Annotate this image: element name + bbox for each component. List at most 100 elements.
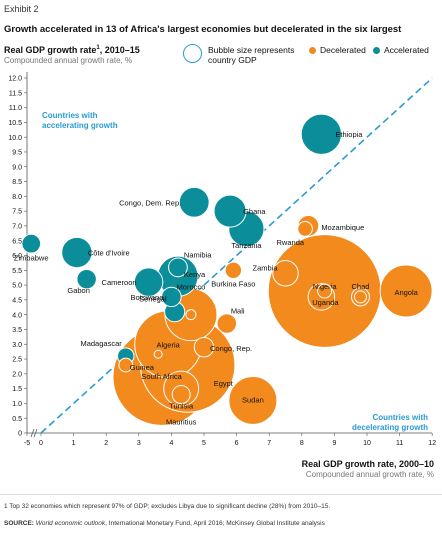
annotation-accelerating: Countries with (42, 111, 98, 120)
y-tick-label: 10.5 (8, 120, 22, 127)
bubble-label: Uganda (312, 298, 339, 307)
bubble-point (224, 261, 243, 280)
x-tick-label: 10 (363, 440, 371, 447)
x-tick-label: 5 (202, 440, 206, 447)
y-tick-label: 8.0 (12, 194, 22, 201)
divider (0, 494, 442, 495)
axis-break-mark (33, 428, 38, 438)
bubble-label: Guinea (130, 363, 155, 372)
legend-accelerated-label: Accelerated (384, 45, 429, 55)
bubble-label: Tunisia (169, 402, 194, 411)
bubble-point (21, 233, 42, 254)
x-tick-label: 3 (137, 440, 141, 447)
bubble-point (379, 264, 433, 318)
x-tick-label: 6 (235, 440, 239, 447)
x-tick-label: 12 (428, 440, 436, 447)
legend-decelerated-dot (309, 47, 316, 54)
y-axis-title: Real GDP growth rate1, 2010–15 (4, 45, 140, 55)
bubble-label: Angola (394, 288, 418, 297)
bubble-label: Cameroon (102, 278, 137, 287)
bubble-outline-marker (185, 309, 197, 321)
y-tick-label: 10.0 (8, 135, 22, 142)
bubble-label: Congo, Rep. (210, 344, 252, 353)
axis-break-mark (30, 428, 35, 438)
bubble-label: Morocco (177, 283, 206, 292)
bubble-point (168, 257, 188, 278)
bubble-label: Gabon (67, 286, 90, 295)
bubble-label: Botswana (130, 293, 164, 302)
annotation-decelerating: Countries with (372, 413, 428, 422)
bubble-point (297, 221, 313, 237)
x-tick-label: 1 (72, 440, 76, 447)
y-tick-label: 7.5 (12, 209, 22, 216)
bubble-point (76, 268, 97, 290)
legend-decelerated-label: Decelerated (320, 45, 366, 55)
bubble-point (300, 113, 342, 155)
y-tick-label: 12.0 (8, 76, 22, 83)
bubble-label: Burkina Faso (211, 279, 255, 288)
bubble-point (178, 186, 210, 218)
y-tick-label: 3.0 (12, 342, 22, 349)
legend-bubble-size-icon (183, 44, 202, 63)
legend-accelerated-dot (373, 47, 380, 54)
y-axis-title-suffix: , 2010–15 (99, 45, 140, 55)
bubble-outline-marker (353, 290, 367, 304)
footnote: 1 Top 32 economies which represent 97% o… (4, 503, 331, 510)
source-rest: , International Monetary Fund, April 201… (105, 520, 325, 527)
bubble-label: Namibia (184, 250, 212, 259)
y-axis-footnote-marker: 1 (96, 45, 100, 51)
bubble-label: Egypt (214, 379, 234, 388)
chart-title: Growth accelerated in 13 of Africa's lar… (4, 24, 402, 35)
bubble-label: Zimbabwe (14, 254, 49, 263)
bubble-label: Madagascar (80, 339, 122, 348)
y-tick-label: 6.5 (12, 238, 22, 245)
bubble-label: Mali (231, 307, 245, 316)
y-tick-label: 4.0 (12, 312, 22, 319)
y-tick-label: 5.0 (12, 283, 22, 290)
y-tick-label: 2.5 (12, 357, 22, 364)
y-axis-subtitle: Compounded annual growth rate, % (4, 56, 133, 65)
source-note: SOURCE: World economic outlook, Internat… (4, 520, 325, 527)
y-tick-label: 3.5 (12, 327, 22, 334)
y-tick-label: 11.5 (9, 90, 22, 97)
bubble-label: Ghana (243, 207, 266, 216)
bubble-outline-marker (153, 349, 163, 359)
annotation-decelerating: decelerating growth (352, 423, 428, 432)
y-tick-label: 5.5 (12, 268, 22, 275)
y-tick-label: 7.0 (12, 224, 22, 231)
legend-bubble-size-text: Bubble size represents country GDP (208, 45, 295, 65)
bubble-label: Zambia (252, 263, 278, 272)
y-tick-label: 11.0 (9, 105, 22, 112)
bubble-point (216, 313, 238, 334)
bubble-label: Senegal (139, 295, 167, 304)
bubble-label: Chad (352, 282, 370, 291)
x-tick-label: 8 (300, 440, 304, 447)
bubble-label: Kenya (184, 270, 206, 279)
bubble-point (272, 260, 299, 287)
y-tick-label: 0 (18, 431, 22, 438)
bubble-point (118, 357, 134, 373)
x-tick-label: 7 (267, 440, 271, 447)
bubble-label: Tanzania (231, 241, 262, 250)
x-tick-label: 11 (396, 440, 403, 447)
x-tick-label: 0 (39, 440, 43, 447)
y-tick-label: 2.0 (12, 371, 22, 378)
y-tick-label: 4.5 (12, 297, 22, 304)
y-tick-label: 6.0 (12, 253, 22, 260)
y-tick-label: 9.5 (12, 150, 22, 157)
bubble-label: Mauritius (166, 418, 197, 427)
bubble-point (228, 375, 278, 425)
source-label: SOURCE: (4, 520, 34, 527)
x-tick-label: 4 (169, 440, 173, 447)
x-tick-label: -5 (24, 440, 30, 447)
y-tick-label: 0.5 (12, 416, 22, 423)
bubble-label: Algeria (156, 340, 180, 349)
bubble-point (171, 385, 191, 405)
bubble-label: Nigeria (313, 282, 338, 291)
bubble-label: South Africa (141, 372, 182, 381)
x-axis-title: Real GDP growth rate, 2000–10 (301, 459, 434, 469)
bubble-point (133, 267, 164, 297)
bubble-label: Mozambique (321, 223, 364, 232)
bubble-point (213, 194, 247, 228)
